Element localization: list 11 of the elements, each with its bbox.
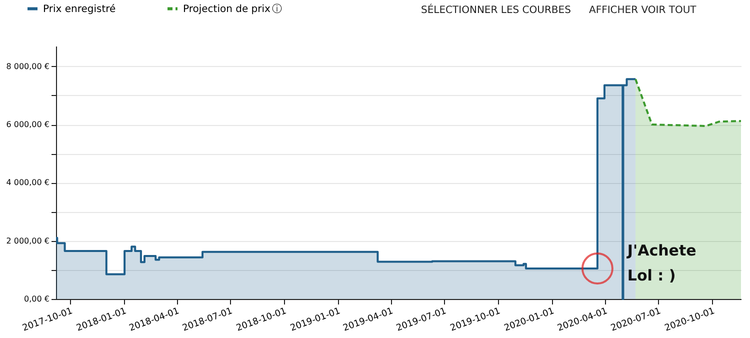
legend-label: Projection de prix bbox=[183, 4, 271, 15]
text: AFFICHER VOIR TOUT bbox=[589, 5, 698, 16]
annotation: J'Achete Lol : ) bbox=[626, 241, 696, 284]
y-tick-label: 6 000,00 € bbox=[6, 120, 50, 130]
legend-label: Prix enregistré bbox=[43, 4, 116, 15]
y-tick-label: 0,00 € bbox=[24, 294, 50, 304]
y-tick-label: 2 000,00 € bbox=[6, 236, 50, 246]
text: ⓘ bbox=[272, 3, 282, 15]
y-tick-label: 8 000,00 € bbox=[6, 62, 50, 71]
text: SÉLECTIONNER LES COURBES bbox=[421, 3, 571, 16]
y-tick-label: 4 000,00 € bbox=[6, 178, 50, 188]
